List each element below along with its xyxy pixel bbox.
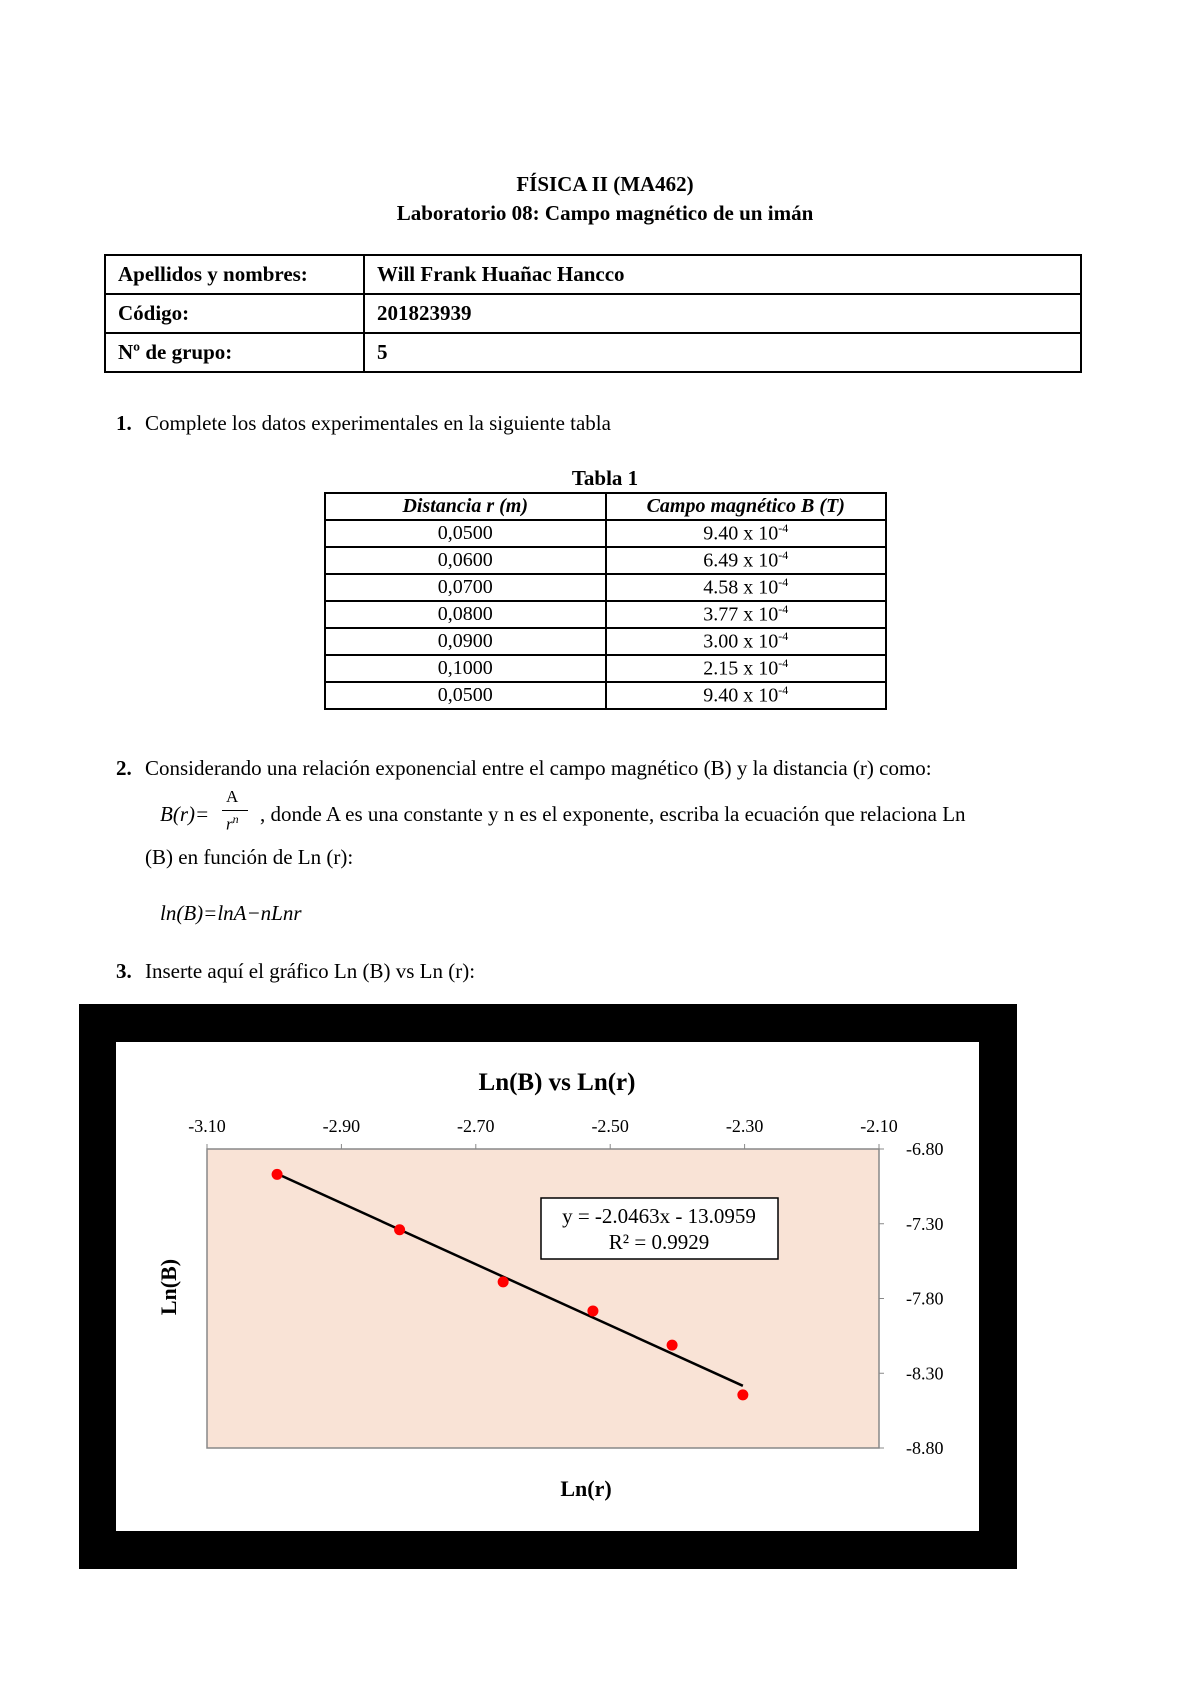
row: 0,0800 3.77 x 10-4	[324, 600, 887, 629]
point	[737, 1389, 749, 1401]
q-number: 1.	[116, 411, 132, 435]
mantissa: 3.77 x 10	[703, 603, 779, 626]
cell: Will Frank Huañac Hancco	[363, 254, 1082, 295]
row: 0,0500 9.40 x 10-4	[324, 681, 887, 710]
cell: 6.49 x 10-4	[604, 546, 887, 575]
cell: 9.40 x 10-4	[604, 519, 887, 548]
cell: 0,0900	[324, 627, 607, 656]
cell: 5	[363, 332, 1082, 373]
point	[497, 1276, 509, 1288]
exponent: -4	[778, 575, 789, 590]
x-tick-label: -2.10	[860, 1116, 898, 1136]
exponent: -4	[778, 629, 789, 644]
cell: 201823939	[363, 293, 1082, 334]
y-tick-label: -7.30	[906, 1214, 944, 1234]
q-text: (B) en función de Ln (r):	[145, 845, 354, 869]
plot-area	[206, 1148, 880, 1449]
q-number: 3.	[116, 959, 132, 983]
y-tick-label: -8.30	[906, 1363, 944, 1383]
point	[587, 1305, 599, 1317]
cell: Nº de grupo:	[104, 332, 365, 373]
exponent: -4	[778, 683, 789, 698]
header: Campo magnético B (T)	[604, 492, 887, 521]
x-tick-label: -2.70	[457, 1116, 495, 1136]
cell: 0,0500	[324, 519, 607, 548]
base: r	[226, 814, 233, 834]
row: 0,1000 2.15 x 10-4	[324, 654, 887, 683]
table-caption: Tabla 1	[571, 466, 639, 490]
title: FÍSICA II (MA462)	[516, 172, 694, 196]
y-tick-label: -6.80	[906, 1139, 944, 1159]
point	[394, 1224, 406, 1236]
mantissa: 2.15 x 10	[703, 657, 779, 680]
q-text: , donde A es una constante y n es el exp…	[260, 802, 966, 826]
cell: 0,0700	[324, 573, 607, 602]
cell: 4.58 x 10-4	[604, 573, 887, 602]
fraction-bar	[222, 810, 248, 811]
row: 0,0900 3.00 x 10-4	[324, 627, 887, 656]
cell: 0,0500	[324, 681, 607, 710]
chart: Ln(B) vs Ln(r) Ln(r) Ln(B) -3.10 -2.90 -2.…	[79, 1004, 1017, 1569]
equation-box	[540, 1197, 779, 1260]
cell: 0,0600	[324, 546, 607, 575]
cell: 0,0800	[324, 600, 607, 629]
exponent: -4	[778, 602, 789, 617]
formula-den: rn	[226, 812, 239, 835]
mantissa: 3.00 x 10	[703, 630, 779, 653]
q-text: Complete los datos experimentales en la …	[145, 411, 611, 435]
x-axis-label: Ln(r)	[560, 1476, 611, 1501]
formula-lhs: B(r)=	[160, 802, 210, 826]
point	[666, 1339, 678, 1351]
x-tick-label: -2.90	[323, 1116, 361, 1136]
q-text: Inserte aquí el gráfico Ln (B) vs Ln (r)…	[145, 959, 476, 983]
equation-label: y = -2.0463x - 13.0959	[562, 1204, 756, 1228]
data-table: Distancia r (m) Campo magnético B (T) 0,0…	[324, 492, 887, 710]
cell: Apellidos y nombres:	[104, 254, 365, 295]
cell: 2.15 x 10-4	[604, 654, 887, 683]
cell: 3.77 x 10-4	[604, 600, 887, 629]
mantissa: 9.40 x 10	[703, 684, 779, 707]
q-text: Considerando una relación exponencial en…	[145, 756, 932, 780]
y-axis-label: Ln(B)	[156, 1259, 181, 1315]
y-tick-label: -8.80	[906, 1438, 944, 1458]
q-number: 2.	[116, 756, 132, 780]
mantissa: 9.40 x 10	[703, 522, 779, 545]
mantissa: 4.58 x 10	[703, 576, 779, 599]
chart-title: Ln(B) vs Ln(r)	[479, 1069, 636, 1096]
subtitle: Laboratorio 08: Campo magnético de un im…	[396, 201, 814, 225]
row: 0,0500 9.40 x 10-4	[324, 519, 887, 548]
equation: ln(B)=lnA−nLnr	[160, 901, 302, 925]
cell: 9.40 x 10-4	[604, 681, 887, 710]
cell: 0,1000	[324, 654, 607, 683]
exponent: -4	[778, 548, 789, 563]
cell: Código:	[104, 293, 365, 334]
exponent: -4	[778, 656, 789, 671]
power: n	[232, 812, 239, 826]
cell: 3.00 x 10-4	[604, 627, 887, 656]
info-table: Apellidos y nombres: Will Frank Huañac Ha…	[104, 254, 1082, 373]
mantissa: 6.49 x 10	[703, 549, 779, 572]
x-tick-label: -3.10	[188, 1116, 226, 1136]
x-tick-label: -2.50	[591, 1116, 629, 1136]
trendline	[276, 1172, 744, 1387]
point	[271, 1168, 283, 1180]
header: Distancia r (m)	[324, 492, 607, 521]
x-tick-label: -2.30	[726, 1116, 764, 1136]
y-tick-label: -7.80	[906, 1289, 944, 1309]
row: 0,0600 6.49 x 10-4	[324, 546, 887, 575]
formula-num: A	[226, 787, 239, 806]
exponent: -4	[778, 521, 789, 536]
row: 0,0700 4.58 x 10-4	[324, 573, 887, 602]
r2-label: R² = 0.9929	[609, 1230, 709, 1254]
